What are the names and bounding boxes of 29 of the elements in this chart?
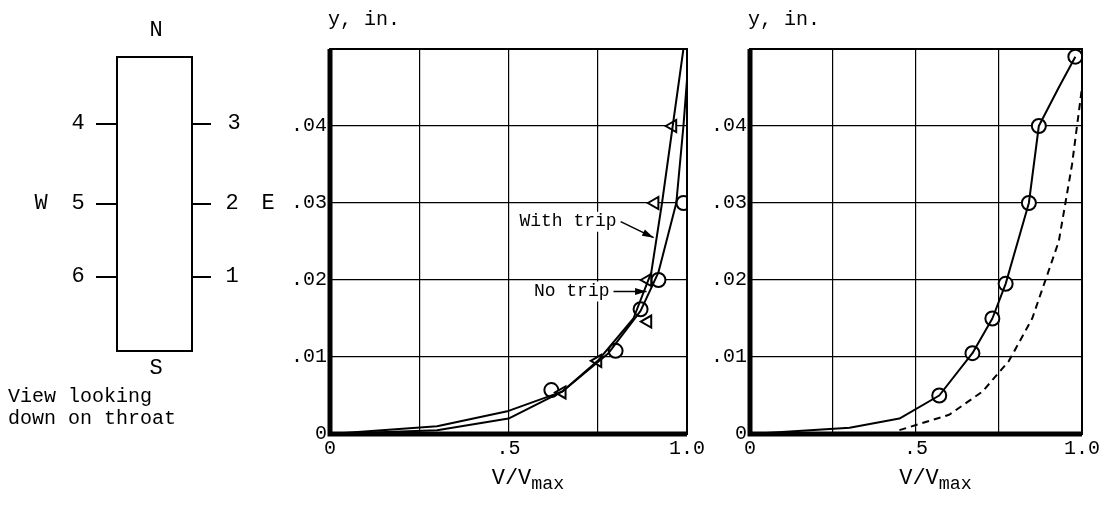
text: E	[261, 190, 275, 216]
x-axis-title: V/V$_{max}$	[898, 466, 973, 496]
x-tick-label: .5	[903, 437, 929, 461]
text: S	[149, 355, 163, 381]
text: 5	[71, 190, 85, 216]
y-tick-label: .02	[290, 268, 328, 292]
x-tick-label: .5	[496, 437, 521, 461]
x-axis-title: V/V$_{max}$	[490, 466, 566, 496]
y-tick-label: .01	[710, 345, 748, 369]
y-tick-label: .03	[710, 191, 748, 215]
y-axis-title: y, in.	[748, 8, 821, 31]
y-tick-label: .02	[710, 268, 748, 292]
text: 4	[71, 110, 85, 136]
text: 2	[225, 190, 239, 216]
y-axis-title: y, in.	[328, 8, 401, 31]
legend-label: With trip	[519, 211, 617, 232]
text: N	[149, 17, 163, 43]
text: 3	[227, 110, 241, 136]
y-tick-label: .03	[290, 191, 328, 215]
text: W	[34, 190, 48, 216]
y-tick-label: .01	[290, 345, 328, 369]
text: View looking down on throat	[8, 385, 178, 430]
text: 6	[71, 263, 85, 289]
text: 1	[225, 263, 239, 289]
y-tick-label: .04	[290, 114, 328, 138]
x-tick-label: 1.0	[1063, 437, 1100, 461]
legend-label: No trip	[533, 281, 610, 302]
y-tick-label: .04	[710, 114, 748, 138]
x-tick-label: 1.0	[668, 437, 705, 461]
